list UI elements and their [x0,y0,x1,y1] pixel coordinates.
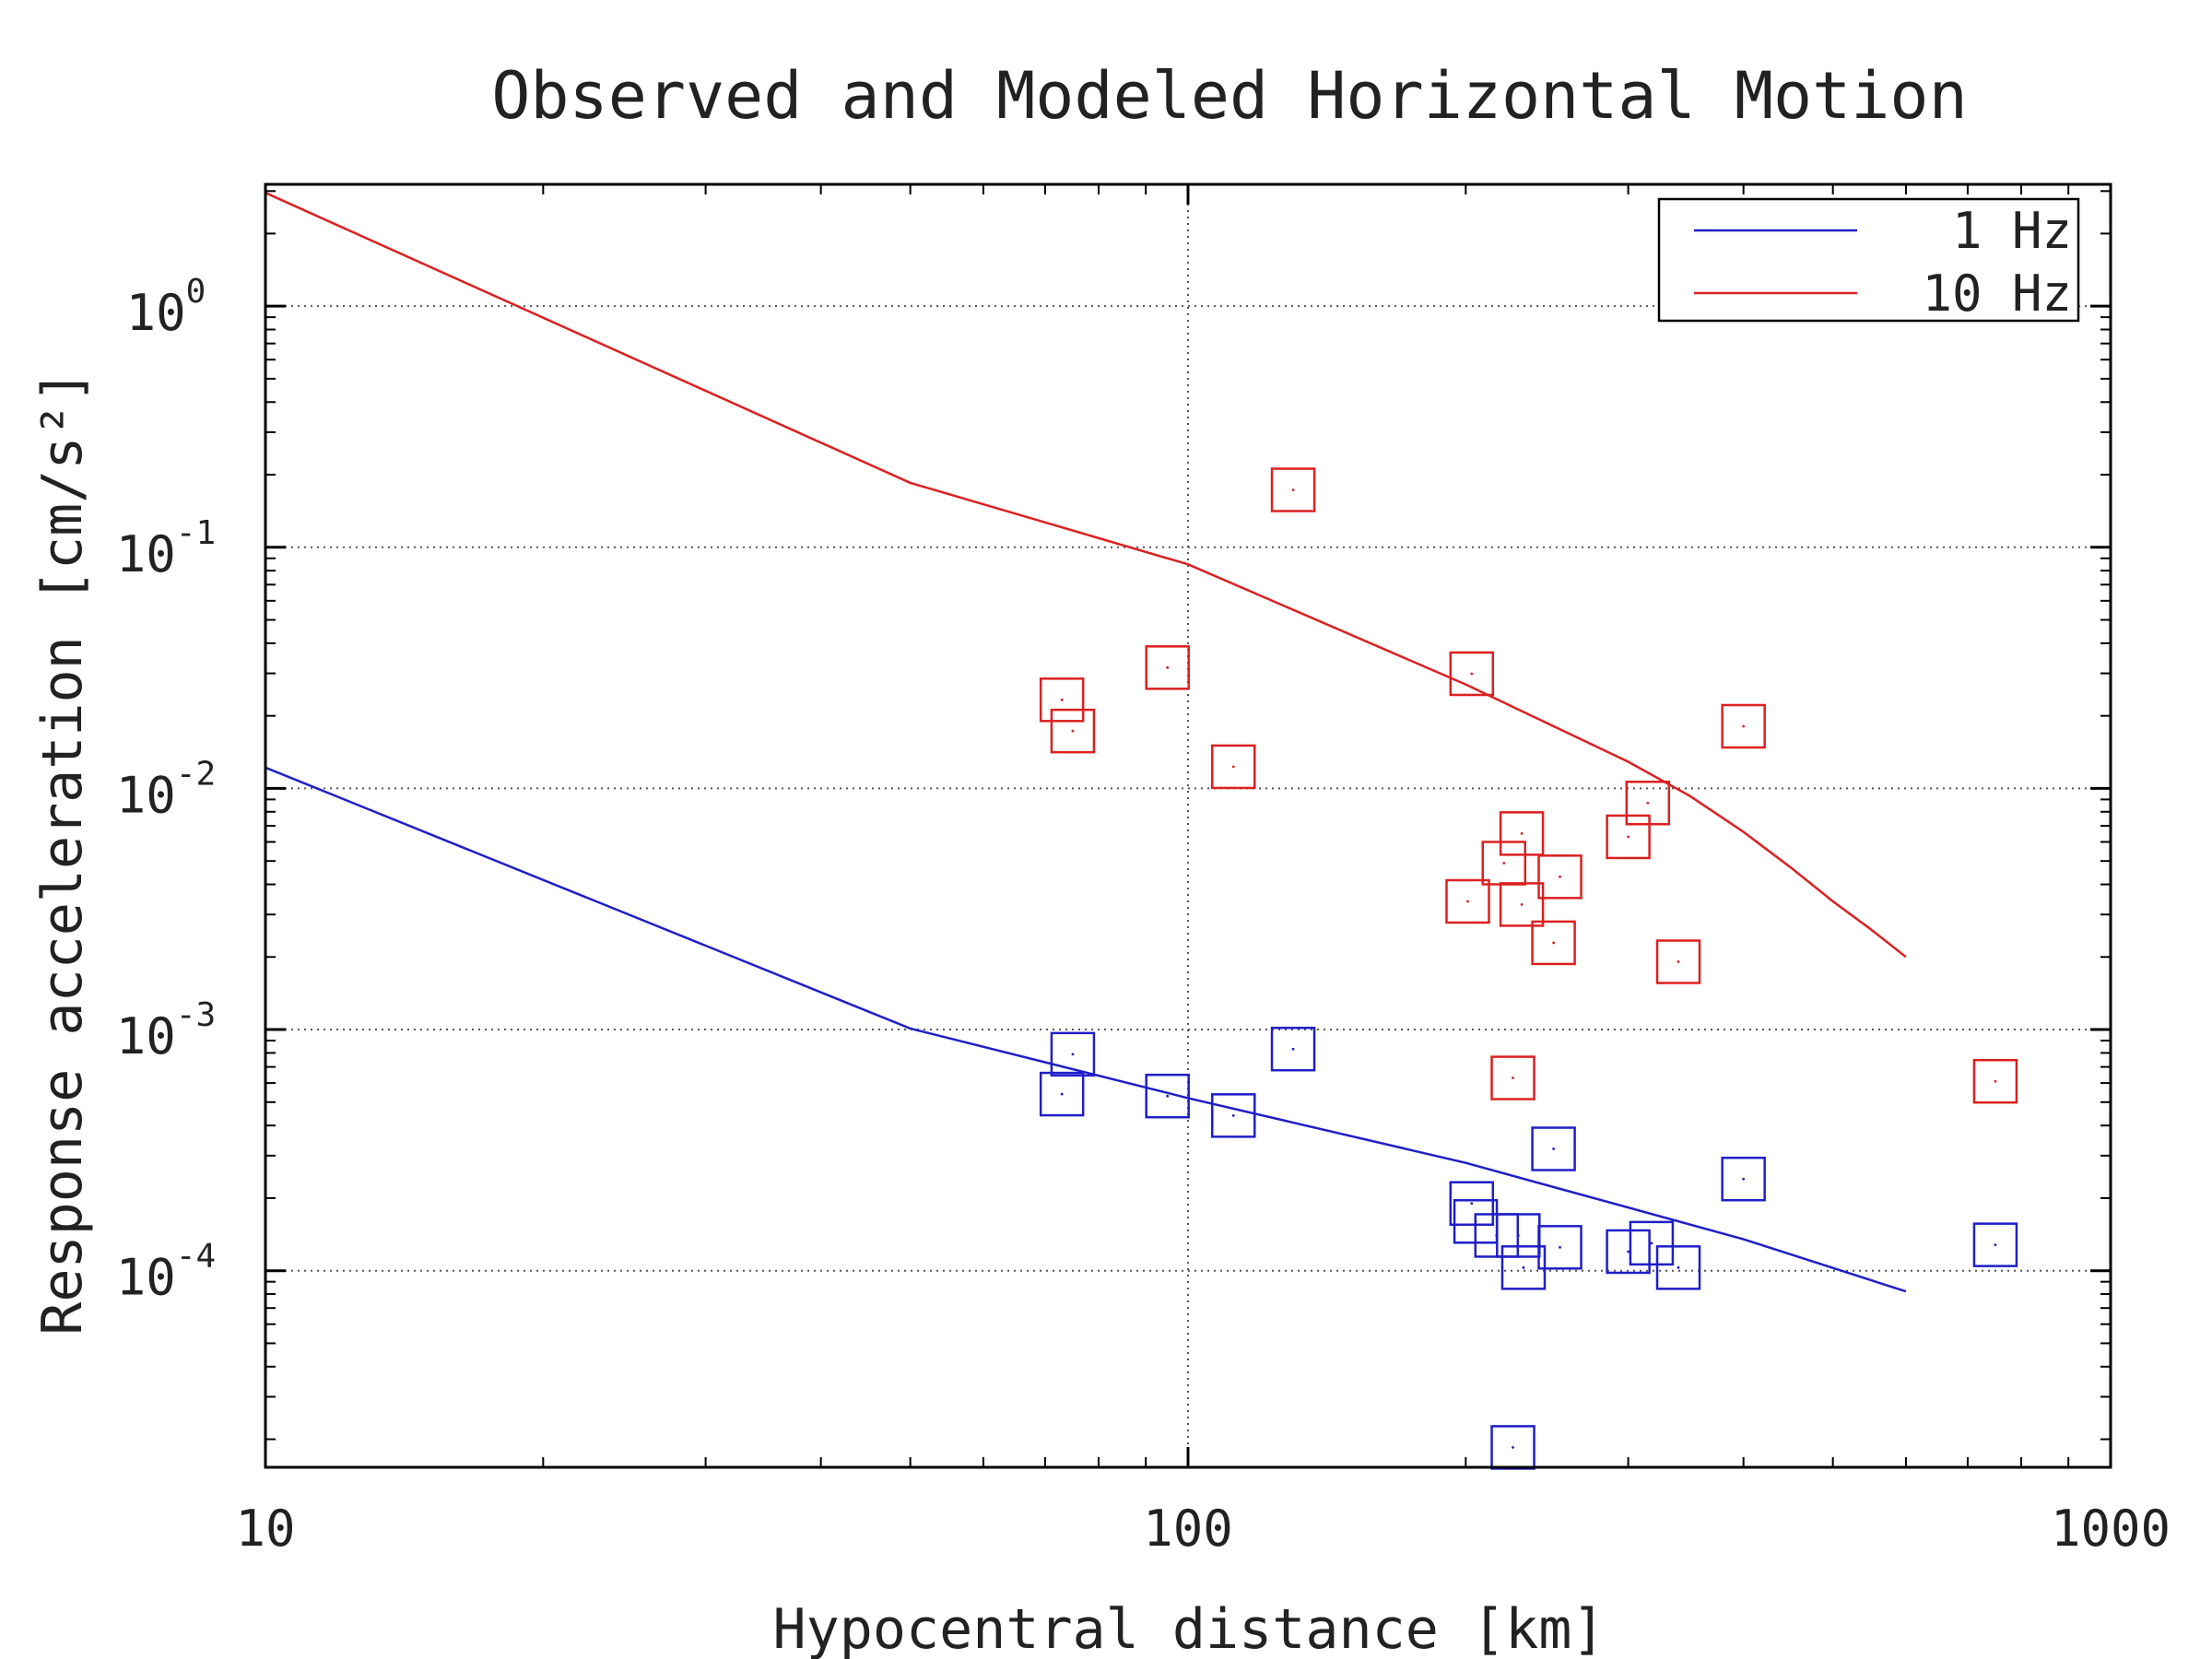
data-point-center [1552,1147,1555,1150]
data-point-center [1060,1092,1064,1096]
data-point-center [1512,1077,1514,1079]
data-point-center [1994,1079,1997,1083]
data-point-center [1742,724,1746,728]
data-point-center [1516,1234,1520,1237]
y-tick-exponent: -2 [176,755,216,793]
data-point-marker [1145,645,1190,690]
data-point-center [1291,488,1295,491]
x-tick-label: 100 [1143,1500,1233,1558]
data-point-marker [1629,1220,1675,1266]
data-point-marker [1499,882,1545,927]
data-point-marker [1531,1126,1576,1171]
data-point-marker [1721,703,1766,749]
data-point-marker [1537,1225,1583,1270]
data-point-center [1520,902,1524,906]
data-point-marker [1211,744,1256,790]
y-tick-exponent: -4 [176,1238,216,1276]
data-point-center [1522,1265,1525,1269]
y-tick-exponent: 0 [186,273,206,311]
y-tick-base: 10 [116,766,176,824]
y-tick-label: 10-2 [116,755,216,824]
data-point-center [1470,672,1474,676]
y-tick-base: 10 [126,284,186,342]
data-point-center [1646,801,1650,805]
data-point-center [1559,875,1561,878]
data-point-marker [1050,708,1096,754]
y-tick-label: 10-1 [116,514,216,583]
x-axis-label: Hypocentral distance [km] [772,1597,1605,1659]
data-point-center [1559,1245,1561,1249]
data-point-center [1231,765,1235,769]
data-point-center [1231,1113,1235,1117]
data-point-marker [1270,467,1316,512]
data-point-center [1627,1250,1630,1253]
legend-box [1657,197,2080,323]
data-point-marker [1445,878,1490,924]
y-tick-base: 10 [116,1249,176,1307]
y-tick-label: 10-3 [116,996,216,1065]
data-point-center [1166,1094,1170,1098]
data-point-center [1291,1047,1295,1051]
data-point-marker [1145,1073,1190,1119]
data-point-marker [1721,1156,1766,1202]
legend-label: 10 Hz [1922,265,2072,323]
grid-lines [265,184,2111,1467]
legend-label: 1 Hz [1952,202,2072,260]
data-point-center [1677,1265,1680,1269]
data-point-center [1071,729,1075,733]
data-point-marker [1449,651,1495,697]
data-point-marker [1270,1026,1316,1072]
data-point-marker [1449,1181,1495,1227]
data-point-center [1466,900,1469,903]
series-line-0 [265,766,1907,1293]
series-points [1039,467,2018,1470]
data-point-marker [1655,1245,1701,1290]
data-point-center [1650,1241,1653,1245]
data-point-marker [1972,1222,2018,1267]
data-point-marker [1039,1071,1085,1117]
data-point-marker [1211,1093,1256,1138]
data-point-center [1512,1446,1514,1449]
plot-frame [264,182,2112,1469]
data-point-center [1627,835,1630,839]
y-tick-exponent: -1 [176,514,216,552]
data-point-marker [1606,1229,1651,1275]
data-point-center [1166,665,1170,669]
y-axis-label: Response acceleration [cm/s²] [30,370,95,1335]
series-lines [265,192,1907,1293]
data-point-center [1502,862,1506,865]
x-tick-label: 1000 [2051,1500,2171,1558]
axis-ticks [264,184,2112,1467]
data-point-center [1742,1177,1746,1181]
series-line-1 [265,192,1907,959]
data-point-marker [1625,781,1671,826]
data-point-marker [1039,677,1085,723]
y-tick-base: 10 [116,525,176,583]
data-point-center [1060,698,1064,701]
data-point-center [1994,1243,1997,1247]
data-point-marker [1537,854,1583,900]
data-point-marker [1531,920,1576,966]
data-point-center [1552,941,1555,945]
data-point-center [1071,1053,1075,1056]
chart-title: Observed and Modeled Horizontal Motion [491,58,1967,134]
data-point-center [1470,1202,1474,1206]
y-tick-exponent: -3 [176,996,216,1034]
y-tick-label: 100 [126,273,206,342]
y-tick-label: 10-4 [116,1238,216,1307]
x-tick-label: 10 [235,1500,295,1558]
data-point-center [1677,960,1680,963]
data-point-marker [1050,1031,1096,1077]
data-point-center [1520,831,1524,835]
y-tick-base: 10 [116,1007,176,1065]
data-point-marker [1606,814,1651,860]
data-point-marker [1655,939,1701,984]
data-point-marker [1499,811,1545,856]
data-point-marker [1490,1055,1535,1100]
data-point-marker [1972,1058,2018,1104]
